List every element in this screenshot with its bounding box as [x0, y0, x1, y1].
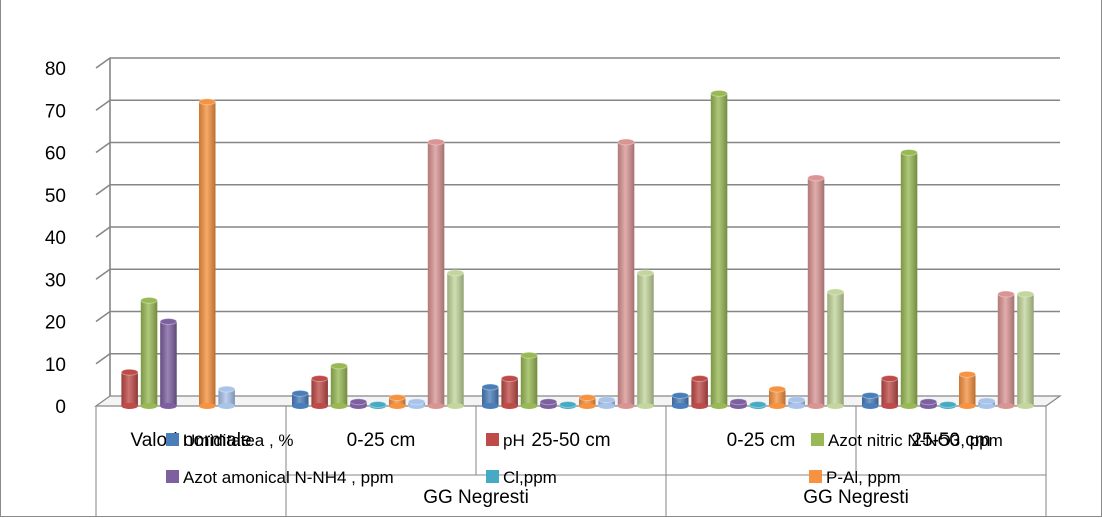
y-tick-label: 20	[45, 313, 66, 334]
category-label: 0-25 cm	[347, 430, 416, 451]
bars	[120, 89, 1035, 409]
legend-swatch	[166, 470, 179, 483]
bar	[159, 318, 178, 409]
y-tick-label: 40	[45, 228, 66, 249]
gridline	[95, 57, 1060, 69]
bar	[939, 401, 957, 409]
bar	[369, 401, 387, 409]
legend-label: Azot nitric N-NO3, ppm	[828, 431, 1003, 450]
bar	[120, 368, 139, 409]
category-label: 25-50 cm	[531, 430, 610, 451]
legend-item: Azot nitric N-NO3, ppm	[811, 431, 1003, 450]
bar	[330, 362, 348, 409]
legend-item: Azot amonical N-NH4 , ppm	[166, 468, 394, 487]
y-tick-label: 10	[45, 355, 66, 376]
bar	[671, 391, 689, 409]
bar	[749, 401, 767, 409]
legend-label: Umiditatea , %	[183, 431, 294, 450]
bar	[140, 296, 158, 409]
bar	[617, 138, 635, 409]
bar	[446, 269, 465, 409]
bar	[729, 398, 748, 409]
bar	[198, 98, 216, 409]
bar	[880, 375, 899, 409]
legend-swatch	[811, 433, 824, 446]
y-axis: 0 10 20 30 40 50 60 70 80	[45, 59, 66, 418]
bar	[407, 398, 426, 409]
category-label: 25-50 cm	[911, 430, 990, 451]
bar	[710, 89, 728, 409]
bar	[349, 398, 368, 409]
bar	[861, 391, 879, 409]
bar	[388, 394, 406, 409]
y-tick-label: 50	[45, 186, 66, 207]
bar	[310, 375, 329, 409]
bar	[900, 149, 918, 409]
bar	[807, 174, 825, 409]
legend-swatch	[809, 470, 822, 483]
legend-swatch	[486, 470, 499, 483]
category-label: Valori normale	[130, 430, 251, 451]
bar	[768, 385, 786, 409]
legend-item: Umiditatea , %	[166, 431, 294, 450]
group-label: GG Negresti	[423, 487, 529, 508]
bar	[217, 385, 236, 409]
y-tick-label: 80	[45, 59, 66, 80]
legend-swatch	[166, 433, 179, 446]
bar	[500, 375, 519, 409]
legend-label: pH	[503, 431, 525, 450]
bar	[690, 375, 709, 409]
gridline	[95, 99, 1060, 111]
bar	[826, 288, 845, 409]
y-tick-label: 60	[45, 144, 66, 165]
bar	[919, 398, 938, 409]
bar	[977, 397, 996, 409]
group-label: GG Negresti	[803, 487, 909, 508]
bar	[481, 383, 499, 409]
legend-label: Cl,ppm	[503, 468, 557, 487]
bar	[958, 370, 976, 409]
bar	[1016, 290, 1035, 409]
legend-item: P-Al, ppm	[809, 468, 901, 487]
bar	[427, 138, 445, 409]
legend-label: P-Al, ppm	[826, 468, 901, 487]
bar	[636, 269, 655, 409]
legend: Umiditatea , % pH Azot nitric N-NO3, ppm Az…	[166, 431, 1003, 487]
y-tick-label: 30	[45, 270, 66, 291]
legend-swatch	[486, 433, 499, 446]
bar	[787, 396, 806, 409]
bar	[559, 401, 577, 409]
category-table: Valori normale 0-25 cm 25-50 cm 0-25 cm 25-5…	[95, 406, 1047, 516]
bar	[539, 398, 558, 409]
bar	[578, 394, 596, 409]
legend-item: pH	[486, 431, 525, 450]
legend-item: Cl,ppm	[486, 468, 557, 487]
bar	[597, 396, 616, 409]
bar	[997, 290, 1015, 409]
category-label: 0-25 cm	[727, 430, 796, 451]
y-tick-label: 70	[45, 101, 66, 122]
legend-label: Azot amonical N-NH4 , ppm	[183, 468, 394, 487]
bar	[520, 351, 538, 409]
bar	[291, 389, 309, 409]
y-tick-label: 0	[55, 397, 66, 418]
